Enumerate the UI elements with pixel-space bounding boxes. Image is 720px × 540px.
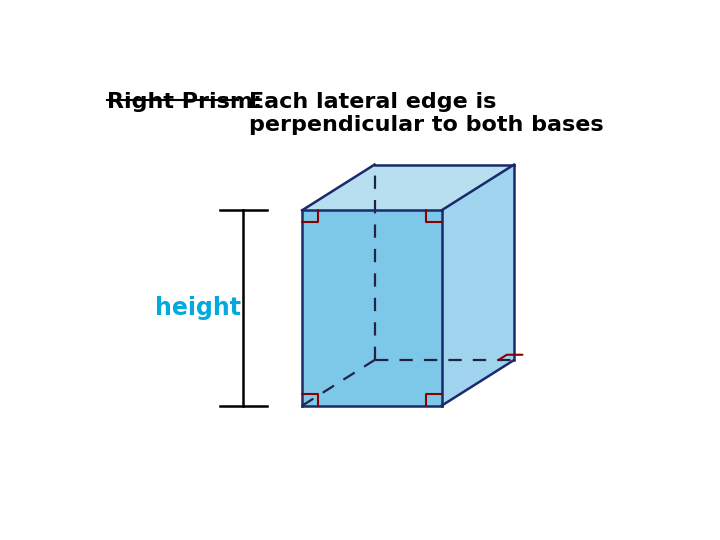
Text: Each lateral edge is
perpendicular to both bases: Each lateral edge is perpendicular to bo… <box>249 92 603 135</box>
Polygon shape <box>302 165 514 210</box>
Polygon shape <box>302 210 441 406</box>
Text: height: height <box>155 296 240 320</box>
Text: Right Prism:: Right Prism: <box>107 92 262 112</box>
Polygon shape <box>441 165 514 406</box>
